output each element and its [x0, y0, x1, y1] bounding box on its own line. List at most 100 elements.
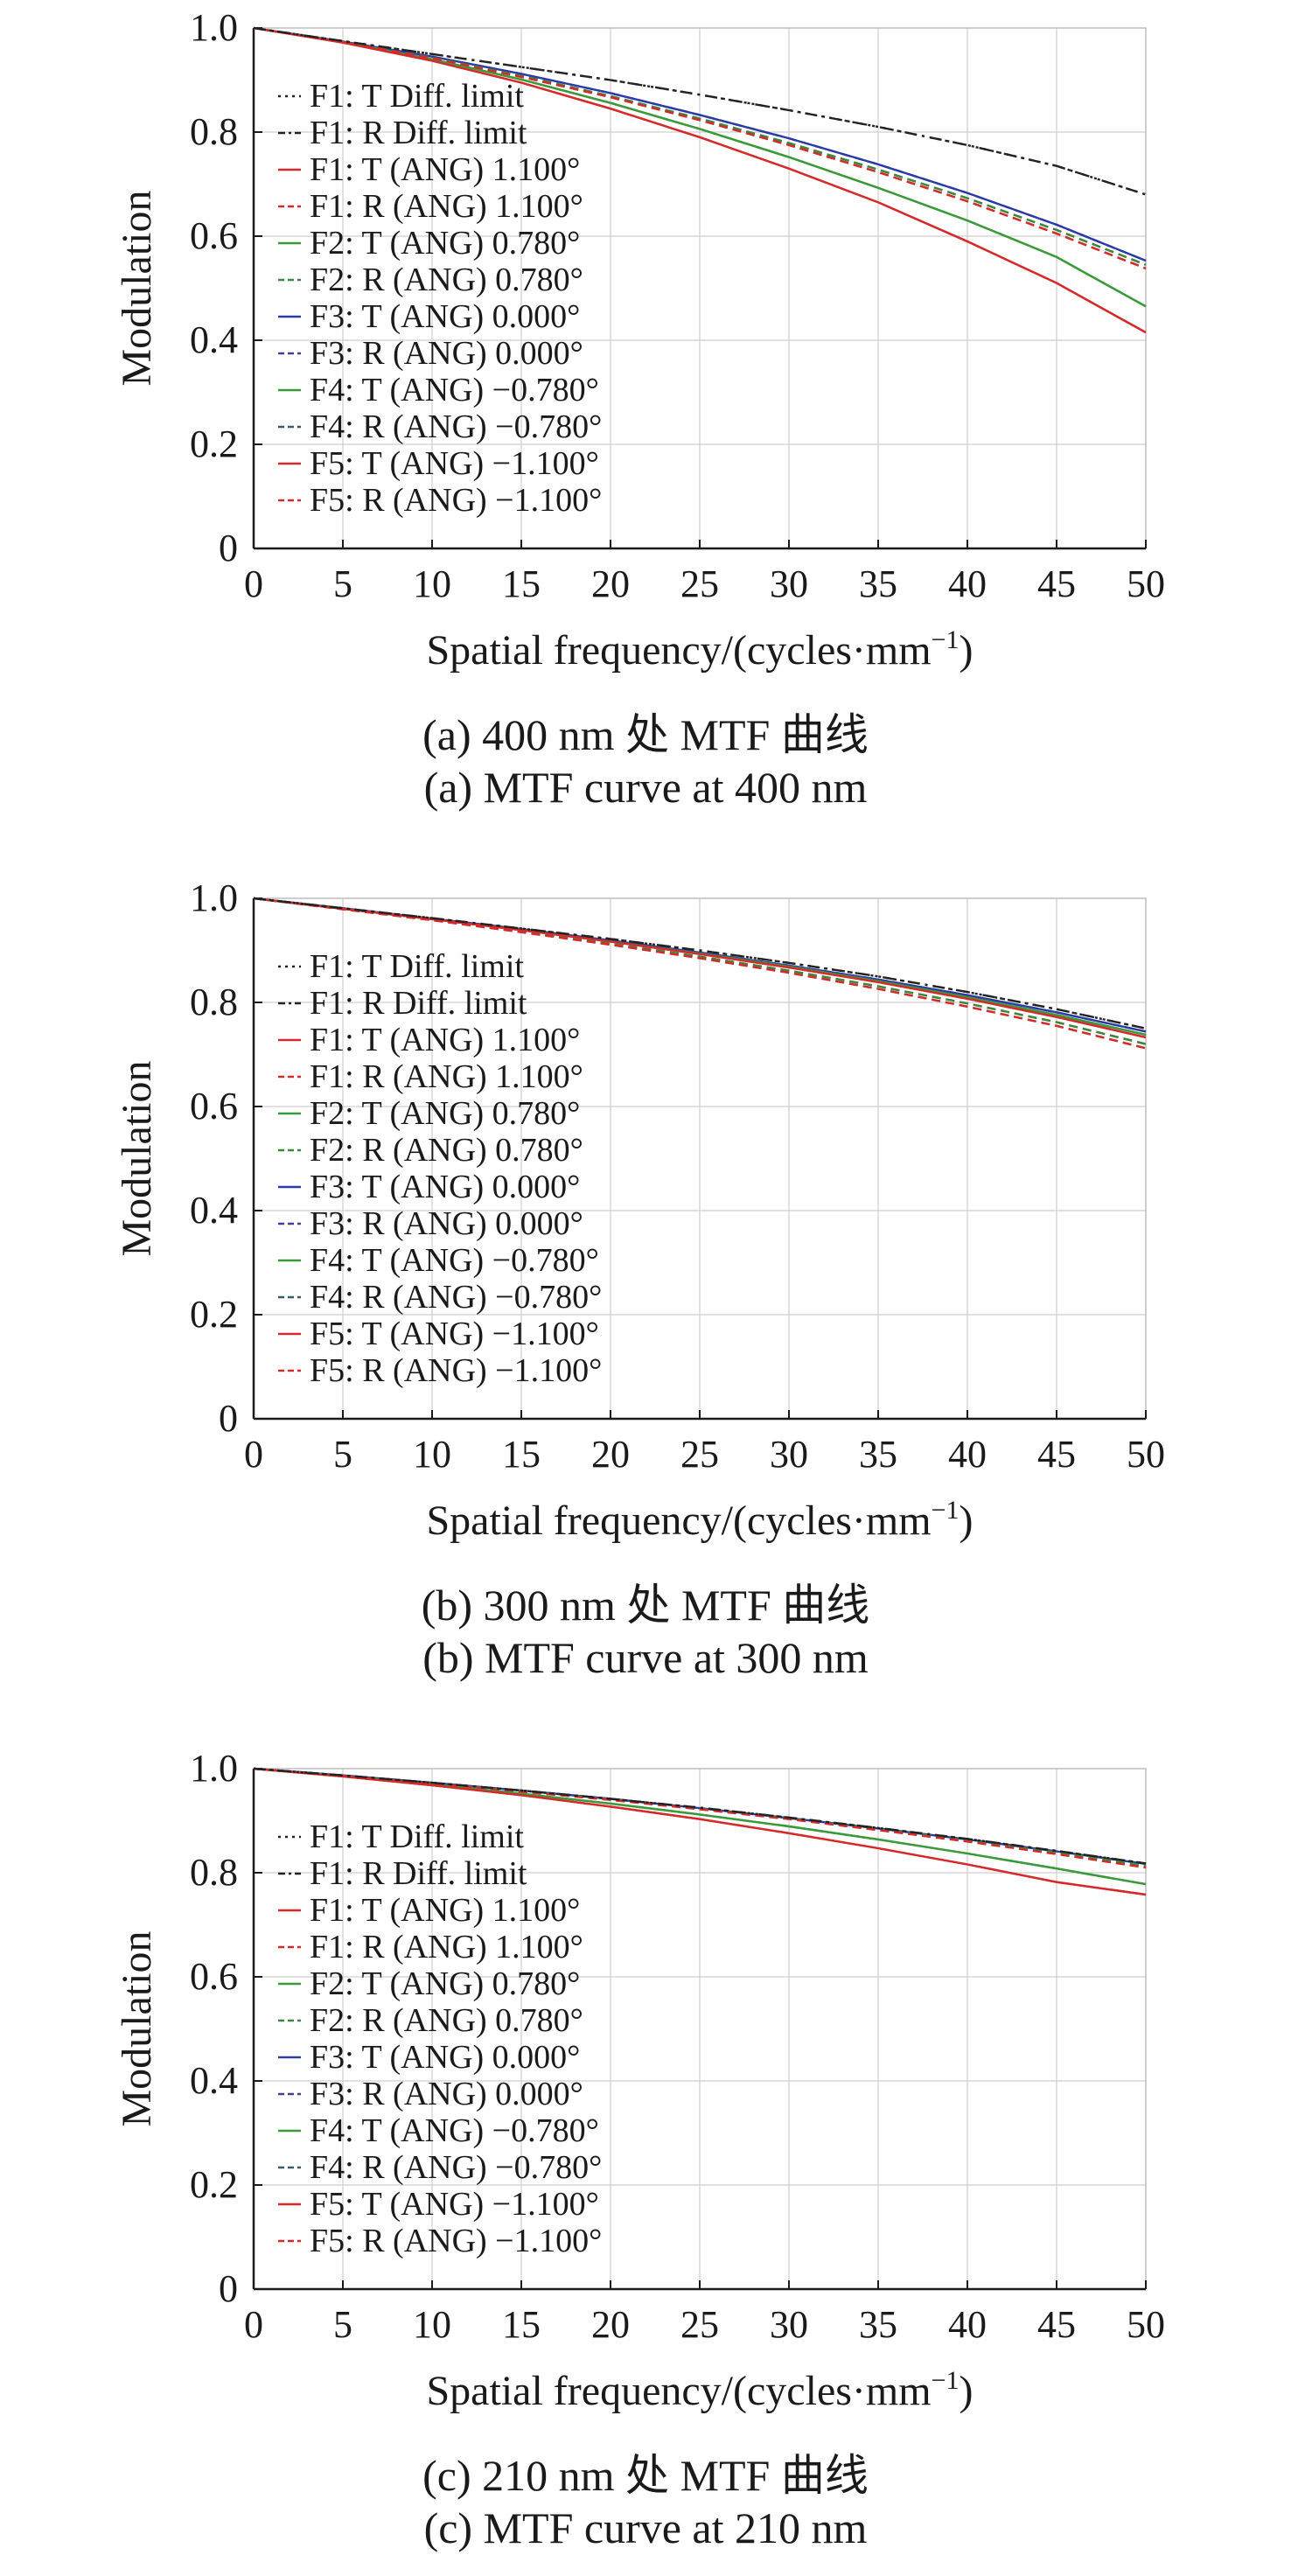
x-tick-label: 50	[1127, 562, 1165, 605]
y-tick-label: 0.8	[190, 1851, 238, 1894]
y-axis-label: Modulation	[114, 1061, 160, 1257]
mtf-panel-1: 0 5 10 15 20 25 30 35 40 45 50 0 0.2 0.4 0.6 0.8 1.0 Spat…	[114, 6, 1165, 812]
x-tick-label: 25	[680, 562, 719, 605]
legend-label: F2: R (ANG) 0.780°	[310, 2002, 583, 2039]
series-line-1	[253, 897, 1147, 1030]
x-tick-label: 45	[1037, 562, 1076, 605]
caption-en: (a) MTF curve at 400 nm	[424, 763, 868, 812]
y-tick-label: 0.8	[190, 981, 238, 1023]
y-axis-label: Modulation	[114, 191, 160, 387]
caption-en: (c) MTF curve at 210 nm	[424, 2503, 868, 2552]
series-line-1	[253, 26, 1147, 196]
legend-label: F4: T (ANG) −0.780°	[310, 1242, 599, 1279]
y-tick-label: 0.2	[190, 1293, 238, 1336]
series-line-7	[253, 26, 1147, 262]
x-tick-label: 45	[1037, 2303, 1076, 2346]
x-axis-label: Spatial frequency/(cycles·mm−1)	[426, 1496, 973, 1544]
x-tick-label: 5	[333, 562, 352, 605]
legend-label: F1: T Diff. limit	[310, 948, 524, 985]
x-tick-label: 15	[502, 1433, 541, 1476]
legend-label: F3: T (ANG) 0.000°	[310, 298, 580, 335]
caption-en: (b) MTF curve at 300 nm	[422, 1633, 869, 1682]
legend-label: F5: R (ANG) −1.100°	[310, 482, 602, 519]
legend-label: F2: T (ANG) 0.780°	[310, 225, 580, 262]
x-tick-label: 20	[591, 2303, 630, 2346]
legend-label: F3: R (ANG) 0.000°	[310, 1205, 583, 1242]
y-tick-label: 1.0	[190, 6, 238, 49]
series-line-4	[253, 26, 1147, 270]
series-line-6	[253, 26, 1147, 266]
x-tick-label: 20	[591, 1433, 630, 1476]
caption-cn: (c) 210 nm 处 MTF 曲线	[422, 2451, 869, 2500]
caption-cn: (b) 300 nm 处 MTF 曲线	[422, 1581, 870, 1630]
x-tick-label: 10	[413, 562, 451, 605]
x-tick-label: 45	[1037, 1433, 1076, 1476]
legend-label: F5: T (ANG) −1.100°	[310, 1316, 599, 1352]
y-tick-label: 0.4	[190, 318, 238, 361]
x-tick-label: 40	[948, 2303, 987, 2346]
x-tick-label: 20	[591, 562, 630, 605]
x-tick-label: 0	[244, 562, 263, 605]
legend-label: F3: T (ANG) 0.000°	[310, 1169, 580, 1205]
x-tick-label: 25	[680, 2303, 719, 2346]
x-tick-label: 10	[413, 1433, 451, 1476]
y-tick-label: 0.2	[190, 422, 238, 465]
legend-label: F1: R (ANG) 1.100°	[310, 1929, 583, 1965]
series-line-3	[253, 1767, 1147, 1896]
series-line-4	[253, 1767, 1147, 1869]
legend-label: F5: R (ANG) −1.100°	[310, 2223, 602, 2259]
legend-label: F4: R (ANG) −0.780°	[310, 408, 602, 445]
x-tick-label: 35	[859, 2303, 897, 2346]
x-tick-label: 30	[770, 562, 808, 605]
x-tick-label: 5	[333, 1433, 352, 1476]
y-tick-label: 0.4	[190, 1189, 238, 1232]
y-tick-label: 0	[219, 527, 238, 569]
legend-label: F1: R (ANG) 1.100°	[310, 1058, 583, 1095]
legend-label: F1: T (ANG) 1.100°	[310, 1022, 580, 1058]
x-tick-label: 50	[1127, 2303, 1165, 2346]
y-tick-label: 0	[219, 2267, 238, 2310]
y-tick-label: 1.0	[190, 876, 238, 919]
x-axis-label: Spatial frequency/(cycles·mm−1)	[426, 625, 973, 674]
y-tick-label: 0.8	[190, 110, 238, 153]
y-tick-label: 0.2	[190, 2163, 238, 2206]
y-tick-label: 0.6	[190, 214, 238, 257]
legend-label: F4: T (ANG) −0.780°	[310, 2112, 599, 2149]
legend-label: F1: R Diff. limit	[310, 115, 527, 151]
legend-label: F3: R (ANG) 0.000°	[310, 2076, 583, 2112]
legend-label: F5: T (ANG) −1.100°	[310, 2186, 599, 2223]
x-tick-label: 40	[948, 562, 987, 605]
x-tick-label: 0	[244, 2303, 263, 2346]
legend-label: F1: R Diff. limit	[310, 1855, 527, 1892]
series-line-6	[253, 897, 1147, 1045]
series-line-4	[253, 897, 1147, 1050]
legend-label: F4: R (ANG) −0.780°	[310, 2149, 602, 2186]
x-tick-label: 30	[770, 1433, 808, 1476]
legend-label: F5: R (ANG) −1.100°	[310, 1352, 602, 1389]
legend-label: F1: T Diff. limit	[310, 1819, 524, 1855]
legend-label: F4: T (ANG) −0.780°	[310, 372, 599, 408]
x-tick-label: 35	[859, 1433, 897, 1476]
series-line-2	[253, 1767, 1147, 1865]
y-tick-label: 0.4	[190, 2059, 238, 2102]
legend-label: F1: T (ANG) 1.100°	[310, 1892, 580, 1929]
x-tick-label: 10	[413, 2303, 451, 2346]
x-tick-label: 35	[859, 562, 897, 605]
mtf-panel-3: 0 5 10 15 20 25 30 35 40 45 50 0 0.2 0.4 0.6 0.8 1.0 Spat…	[114, 1747, 1165, 2552]
legend-label: F2: R (ANG) 0.780°	[310, 262, 583, 298]
legend-label: F5: T (ANG) −1.100°	[310, 445, 599, 482]
legend-label: F2: T (ANG) 0.780°	[310, 1095, 580, 1132]
legend-label: F1: T (ANG) 1.100°	[310, 151, 580, 188]
x-tick-label: 25	[680, 1433, 719, 1476]
legend-label: F3: R (ANG) 0.000°	[310, 335, 583, 372]
x-tick-label: 15	[502, 2303, 541, 2346]
legend-label: F4: R (ANG) −0.780°	[310, 1279, 602, 1316]
legend-label: F1: R (ANG) 1.100°	[310, 188, 583, 225]
mtf-panel-2: 0 5 10 15 20 25 30 35 40 45 50 0 0.2 0.4 0.6 0.8 1.0 Spat…	[114, 876, 1165, 1682]
y-axis-label: Modulation	[114, 1931, 160, 2127]
series-line-5	[253, 26, 1147, 308]
x-tick-label: 40	[948, 1433, 987, 1476]
legend-label: F3: T (ANG) 0.000°	[310, 2039, 580, 2076]
legend-label: F2: T (ANG) 0.780°	[310, 1965, 580, 2002]
